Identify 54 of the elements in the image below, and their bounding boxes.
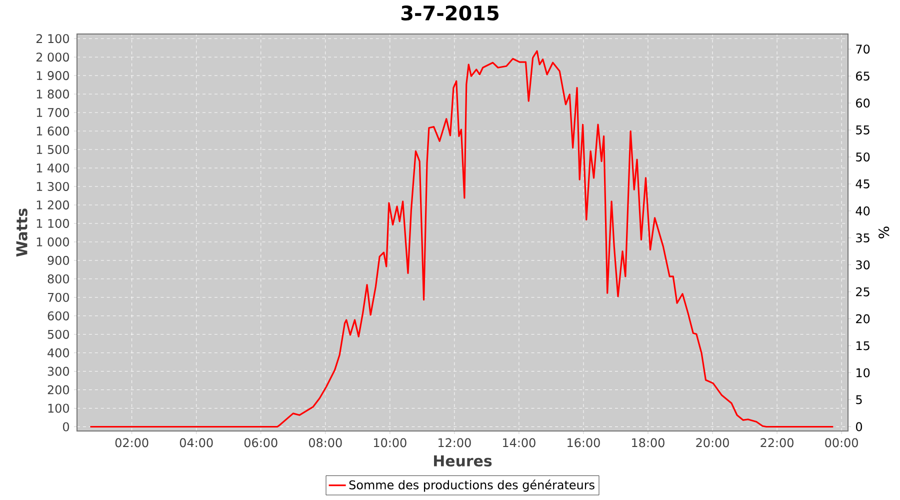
y2-tick-label: 65 [856,72,870,81]
y2-tick-label: 70 [856,44,870,54]
y2-tick-label: 25 [856,287,870,296]
y-tick-label: 1 900 [36,71,70,80]
x-axis-title: Heures [434,455,492,467]
y2-tick-label: 0 [856,422,862,432]
y2-tick-label: 15 [856,341,870,350]
y2-tick-label: 20 [856,314,870,324]
y-tick-label: 0 [62,422,70,432]
y-tick-label: 1 400 [36,163,70,173]
x-tick-label: 16:00 [568,438,600,448]
y-tick-label: 900 [48,256,70,265]
y-tick-label: 1 200 [36,200,70,210]
x-tick-label: 00:00 [825,438,858,448]
y-tick-label: 1 600 [36,126,70,136]
y-tick-label: 500 [48,330,70,339]
y2-tick-label: 10 [856,368,870,378]
y-tick-label: 800 [48,274,70,284]
y2-tick-label: 60 [856,98,870,108]
y-axis-title: Watts [16,208,28,257]
y-tick-label: 100 [48,404,70,413]
y2-axis-title: % [878,226,890,238]
y-tick-label: 1 800 [36,90,70,99]
x-tick-label: 20:00 [696,438,729,448]
legend-label: Somme des productions des générateurs [349,480,594,492]
chart-title: 3-7-2015 [401,5,498,21]
x-tick-label: 14:00 [503,438,536,448]
y2-tick-label: 55 [856,126,870,134]
y-tick-label: 300 [48,366,70,376]
y-tick-label: 700 [48,292,70,302]
y2-tick-label: 40 [856,206,870,216]
y-tick-label: 1 500 [36,144,70,154]
y2-tick-label: 45 [856,180,870,188]
y-tick-label: 1 000 [36,237,70,246]
x-tick-label: 06:00 [244,438,278,448]
y-tick-label: 2 000 [36,52,70,62]
y2-tick-label: 35 [856,233,870,242]
y2-tick-label: 30 [856,260,870,270]
x-tick-label: 22:00 [760,438,794,448]
y-tick-label: 600 [48,311,70,320]
x-tick-label: 18:00 [632,438,664,448]
y-tick-label: 1 700 [36,108,70,118]
y-tick-label: 1 100 [36,218,70,228]
x-tick-label: 10:00 [374,438,406,448]
y2-tick-label: 5 [856,395,862,404]
x-tick-label: 04:00 [180,438,213,448]
y-tick-label: 1 300 [36,182,70,191]
y2-tick-label: 50 [856,152,870,162]
y-tick-label: 2 100 [36,34,70,44]
x-tick-label: 02:00 [115,438,148,448]
y-tick-label: 200 [48,385,70,394]
y-tick-label: 400 [48,348,70,358]
x-tick-label: 08:00 [308,438,342,448]
x-tick-label: 12:00 [438,438,471,448]
